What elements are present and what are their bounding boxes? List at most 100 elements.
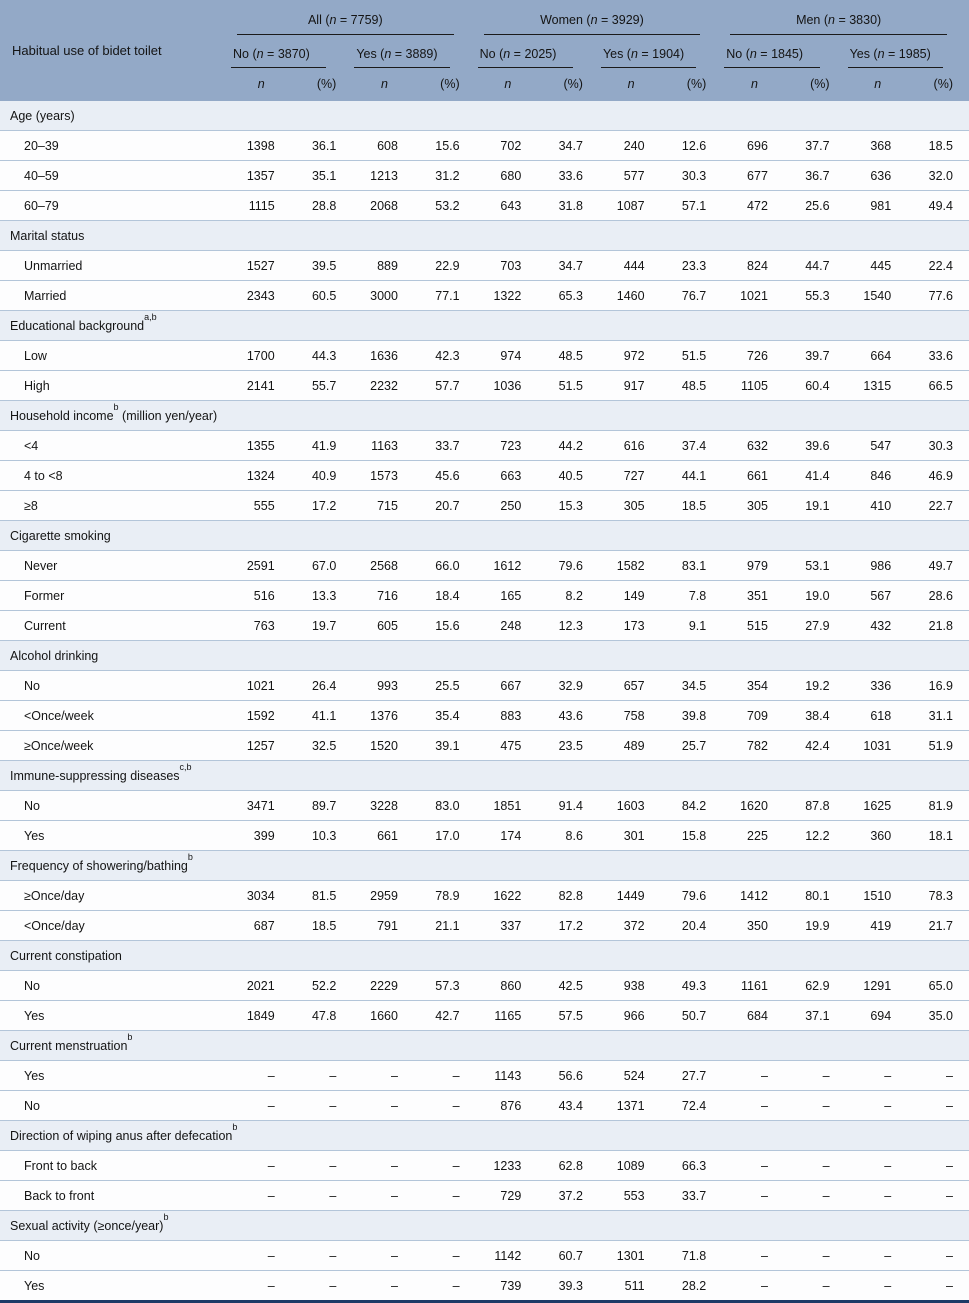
cell: 636	[845, 160, 908, 191]
table-row-current-menstruation-no: No – – – –876 43.4 1371 72.4– – – –	[0, 1090, 969, 1121]
table-row-household-income-8: ≥8 555 17.2 715 20.7 250 15.3 305 18.5 305 19.1 410…	[0, 490, 969, 521]
subcolumn-label: No (n = 3870)	[231, 47, 327, 68]
row-label: Yes	[0, 820, 229, 851]
n-symbol: n	[329, 13, 337, 27]
cell: 53.1	[783, 550, 846, 581]
cell: –	[722, 1150, 784, 1181]
cell: 149	[598, 580, 661, 611]
cell: 2229	[352, 970, 414, 1001]
cell: 419	[845, 910, 908, 941]
cell: 20.4	[660, 910, 723, 941]
cell: 10.3	[290, 820, 353, 851]
cell: –	[722, 1060, 784, 1091]
section-label: Alcohol drinking	[0, 640, 969, 671]
footnote-marker: a,b	[144, 312, 157, 323]
cell: –	[783, 1180, 846, 1211]
cell: 1612	[475, 550, 538, 581]
cell: 2141	[229, 370, 291, 401]
cell: 684	[722, 1000, 784, 1031]
cell: 173	[598, 610, 661, 641]
stat-col-n-3: n	[475, 68, 538, 101]
footnote-marker: b	[232, 1122, 238, 1133]
cell: 25.6	[783, 190, 846, 221]
cell: 432	[845, 610, 908, 641]
cell: 84.2	[660, 790, 723, 821]
cell: 511	[598, 1270, 661, 1302]
cell: 78.9	[413, 880, 476, 911]
cell: 17.0	[413, 820, 476, 851]
cell: 2232	[352, 370, 414, 401]
cell: –	[845, 1270, 908, 1302]
section-label: Current menstruationb	[0, 1030, 969, 1061]
n-symbol: n	[828, 13, 835, 27]
row-label: 40–59	[0, 160, 229, 191]
cell: –	[413, 1150, 476, 1181]
cell: 87.8	[783, 790, 846, 821]
cell: 30.3	[907, 430, 969, 461]
cell: 1233	[475, 1150, 538, 1181]
cell: 979	[722, 550, 784, 581]
cell: 248	[475, 610, 538, 641]
cell: 1540	[845, 280, 908, 311]
cell: 709	[722, 700, 784, 731]
cell: 305	[598, 490, 661, 521]
cell: 696	[722, 130, 784, 161]
cell: 80.1	[783, 880, 846, 911]
row-label: Unmarried	[0, 250, 229, 281]
cell: –	[413, 1060, 476, 1091]
cell: 83.0	[413, 790, 476, 821]
cell: 1625	[845, 790, 908, 821]
cell: 1527	[229, 250, 291, 281]
cell: 66.3	[660, 1150, 723, 1181]
cell: 30.3	[660, 160, 723, 191]
cell: 2959	[352, 880, 414, 911]
cell: 1143	[475, 1060, 538, 1091]
stat-col-n-6: n	[845, 68, 908, 101]
cell: 1660	[352, 1000, 414, 1031]
cell: 43.4	[537, 1090, 599, 1121]
cell: 657	[598, 670, 661, 701]
cell: 51.9	[907, 730, 969, 761]
cell: 89.7	[290, 790, 353, 821]
table-row-current-constipation-yes: Yes 1849 47.8 1660 42.7 1165 57.5 966 50.7 684 37.…	[0, 1000, 969, 1031]
cell: 15.6	[413, 610, 476, 641]
section-label: Direction of wiping anus after defecatio…	[0, 1120, 969, 1151]
cell: 368	[845, 130, 908, 161]
cell: 3228	[352, 790, 414, 821]
cell: 1324	[229, 460, 291, 491]
cell: 18.5	[290, 910, 353, 941]
cell: 1213	[352, 160, 414, 191]
cell: 938	[598, 970, 661, 1001]
stat-col-n-1: n	[229, 68, 291, 101]
header-sub-row: No (n = 3870) Yes (n = 3889) No (n = 2025)…	[0, 35, 969, 68]
section-row-current-menstruation: Current menstruationb	[0, 1030, 969, 1061]
row-label: Current	[0, 610, 229, 641]
section-label: Age (years)	[0, 101, 969, 131]
cell: 889	[352, 250, 414, 281]
section-row-age-years: Age (years)	[0, 101, 969, 131]
table-row-marital-status-married: Married 2343 60.5 3000 77.1 1322 65.3 1460 76.7 1…	[0, 280, 969, 311]
table-row-alcohol-drinking-once-week: ≥Once/week 1257 32.5 1520 39.1 475 23.5 489 25.7…	[0, 730, 969, 761]
cell: 972	[598, 340, 661, 371]
row-label: ≥Once/week	[0, 730, 229, 761]
cell: 680	[475, 160, 538, 191]
cell: 57.3	[413, 970, 476, 1001]
cell: –	[783, 1240, 846, 1271]
cell: 739	[475, 1270, 538, 1302]
n-symbol: n	[627, 77, 635, 91]
cell: 78.3	[907, 880, 969, 911]
cell: 3000	[352, 280, 414, 311]
cell: 726	[722, 340, 784, 371]
cell: 547	[845, 430, 908, 461]
cell: 3471	[229, 790, 291, 821]
cell: 1355	[229, 430, 291, 461]
cell: –	[290, 1090, 353, 1121]
cell: 883	[475, 700, 538, 731]
cell: 20.7	[413, 490, 476, 521]
subcolumn-yes-1: Yes (n = 3889)	[352, 35, 476, 68]
cell: 472	[722, 190, 784, 221]
cell: 41.9	[290, 430, 353, 461]
cell: 79.6	[537, 550, 599, 581]
cell: 60.7	[537, 1240, 599, 1271]
cell: 81.5	[290, 880, 353, 911]
